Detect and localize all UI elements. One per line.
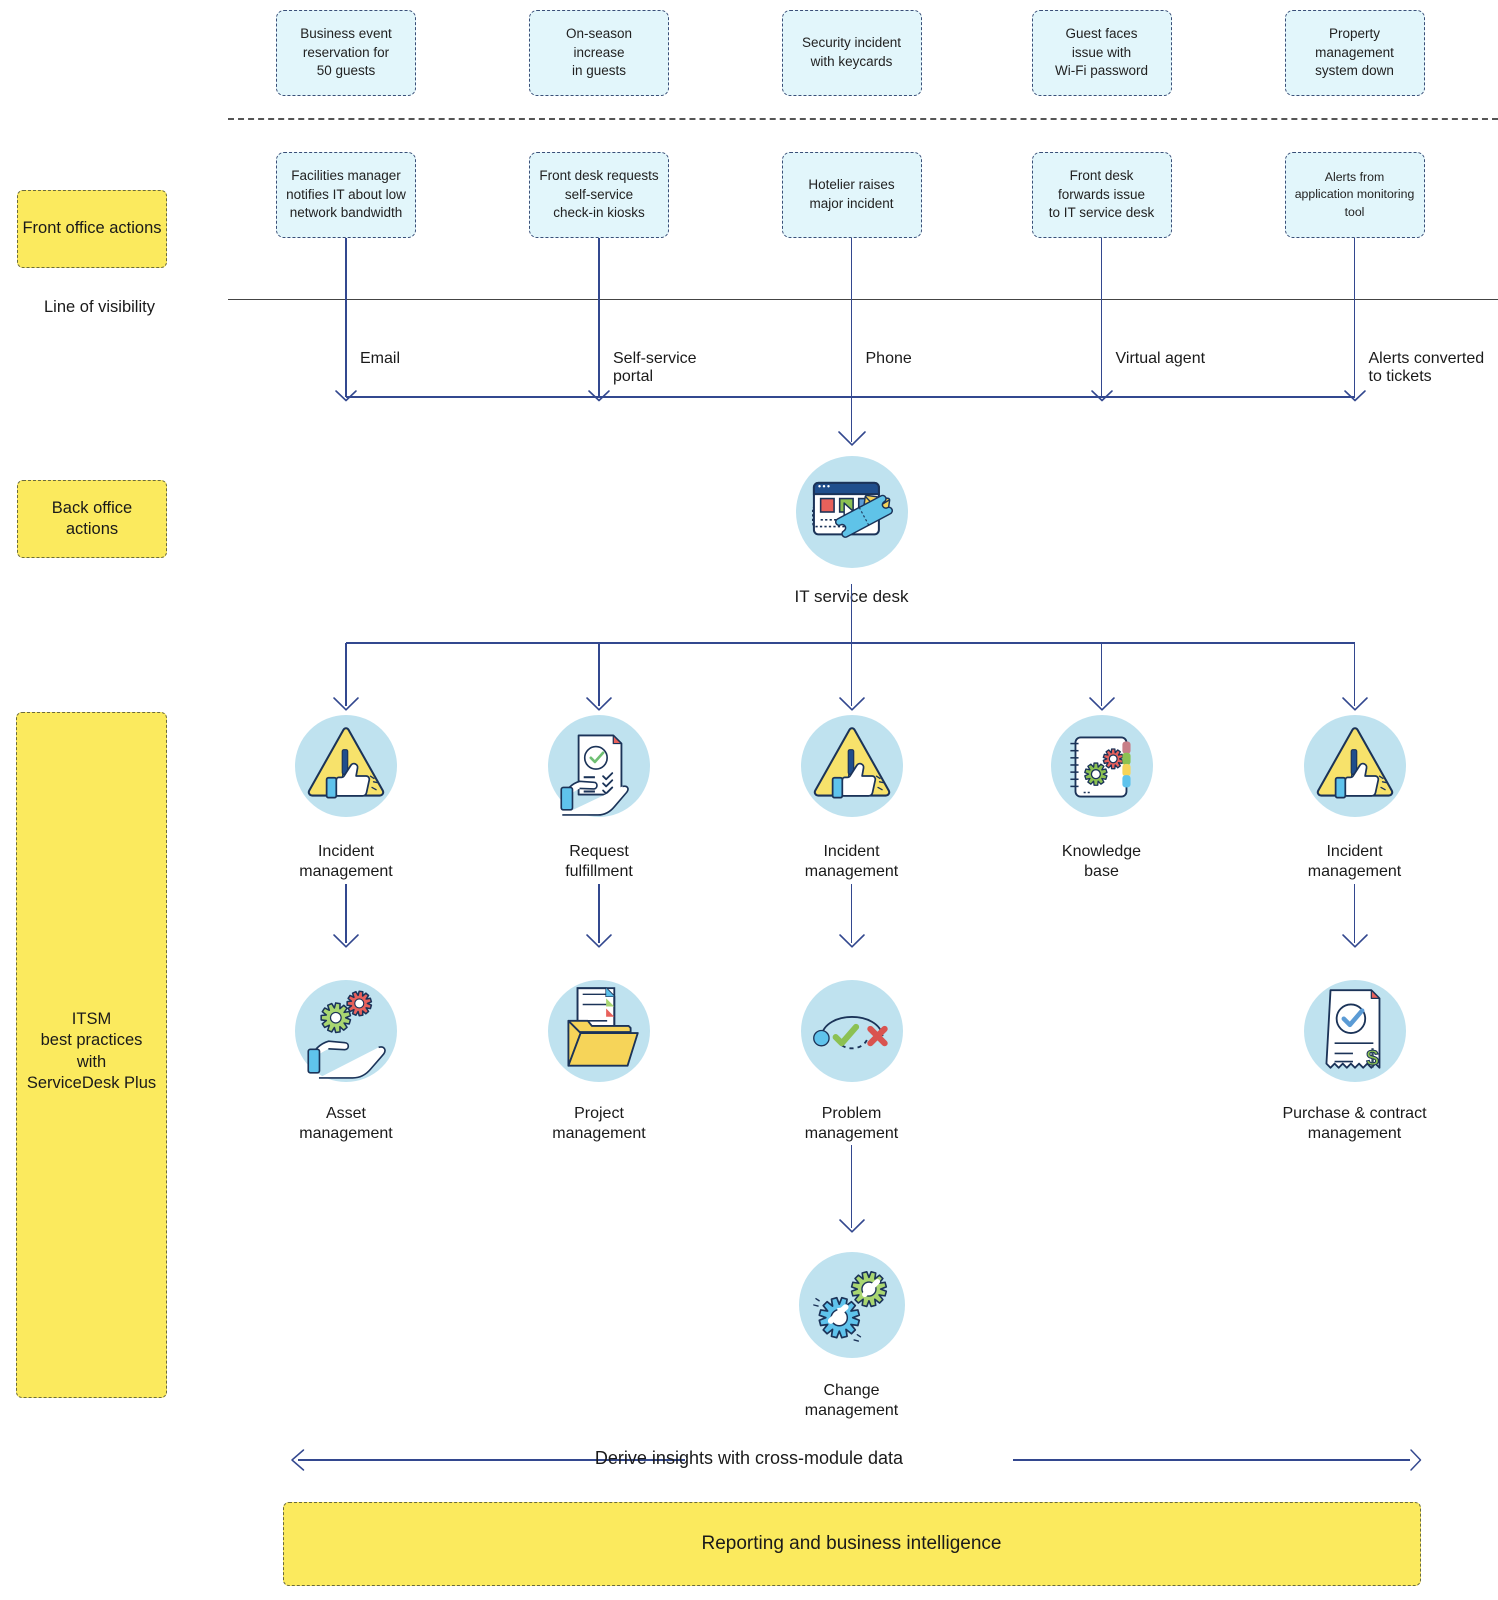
svg-text:$: $ — [1366, 1046, 1379, 1071]
